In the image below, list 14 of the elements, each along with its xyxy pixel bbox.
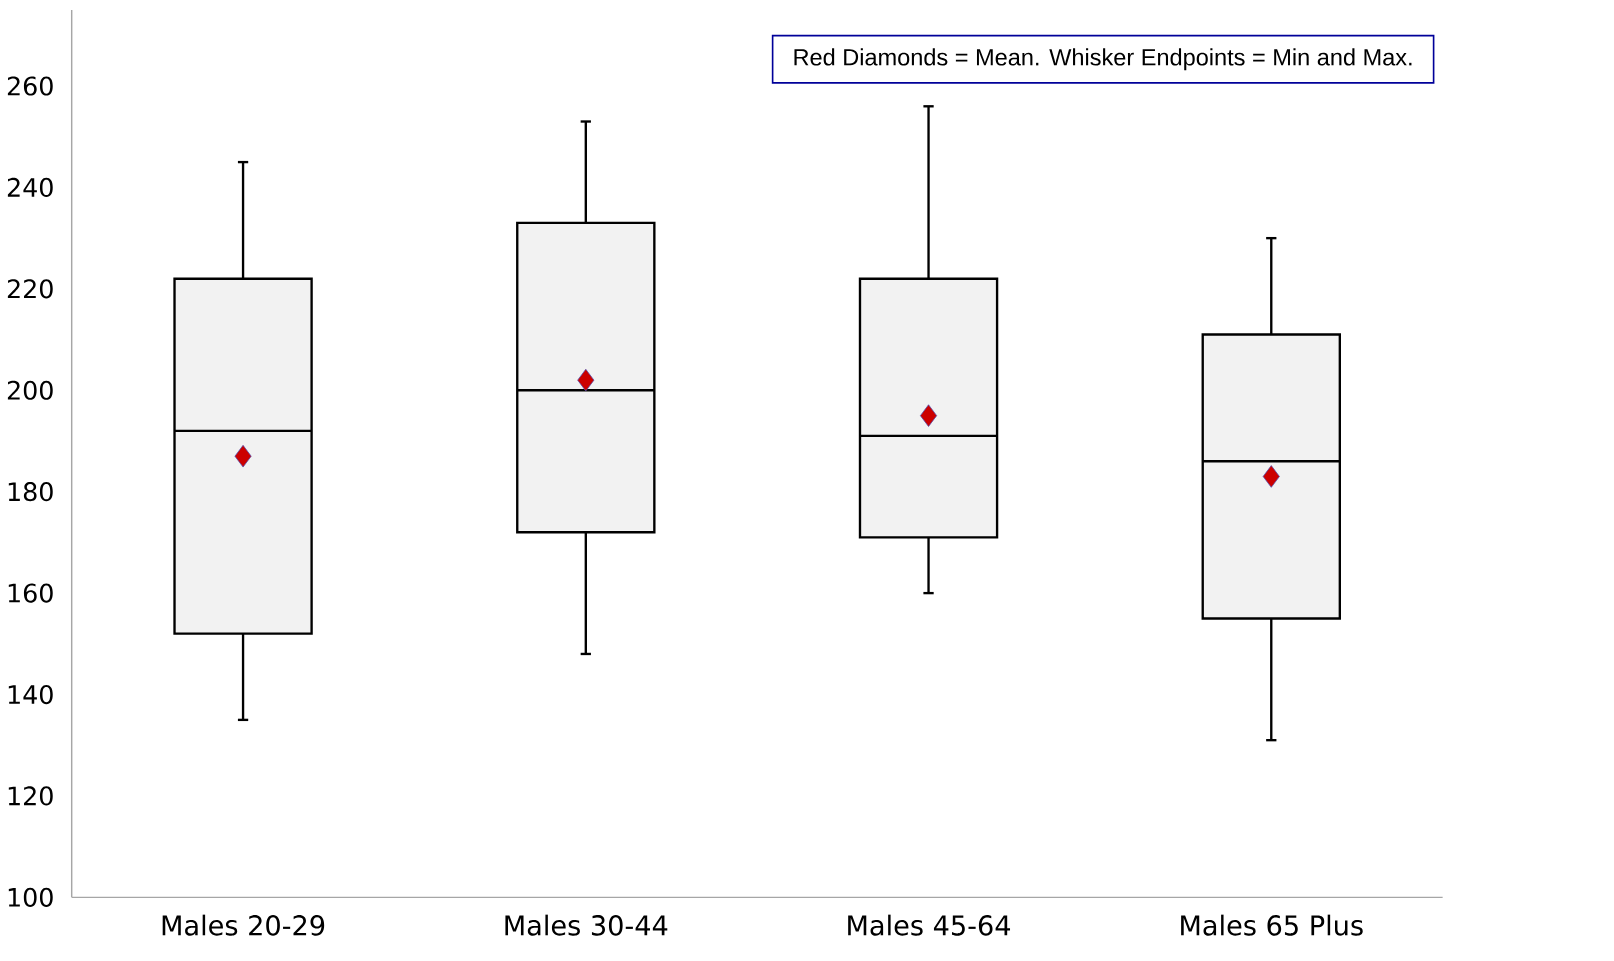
y-tick-label: 260 — [7, 76, 53, 96]
y-tick-label: 200 — [7, 380, 53, 400]
y-tick-label: 220 — [7, 279, 53, 299]
annotation: Red Diamonds = Mean. Whisker Endpoints = Min and Max. — [794, 48, 1412, 71]
y-tick-label: 240 — [7, 177, 53, 198]
y-tick-label: 180 — [8, 482, 53, 502]
x-tick-label: Males 20-29 — [162, 914, 325, 936]
y-tick-label: 140 — [8, 685, 53, 705]
x-tick-label: Males 45-64 — [848, 914, 1011, 936]
y-tick-label: 120 — [8, 786, 53, 806]
x-tick-label: Males 65 Plus — [1181, 914, 1363, 936]
y-tick-label: 160 — [8, 583, 53, 603]
y-tick-label: 100 — [8, 887, 53, 908]
x-tick-label: Males 30-44 — [505, 914, 668, 936]
